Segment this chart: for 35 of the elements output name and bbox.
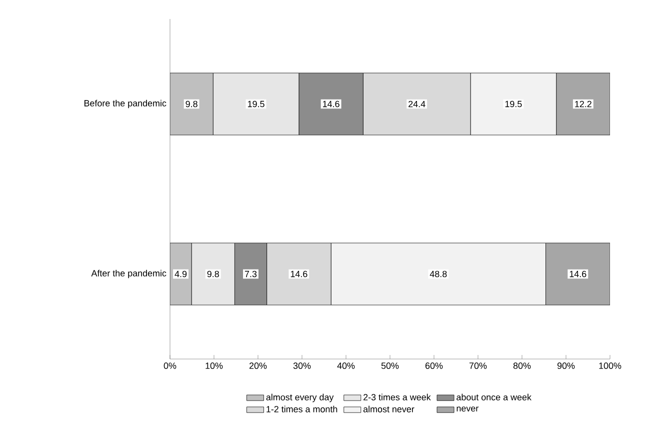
data-label: 19.5 xyxy=(505,100,522,108)
x-tick-label: 80% xyxy=(513,362,531,369)
legend-label: about once a week xyxy=(456,394,532,400)
x-tick-label: 20% xyxy=(249,362,267,369)
x-tick-label: 0% xyxy=(164,362,176,369)
legend-label: 1-2 times a month xyxy=(266,406,338,412)
x-tick-label: 50% xyxy=(381,362,399,369)
legend-label: never xyxy=(456,406,478,412)
bar xyxy=(170,242,192,306)
data-label: 14.6 xyxy=(323,100,340,108)
x-tick-label: 30% xyxy=(293,362,311,369)
data-label: 4.9 xyxy=(174,270,187,278)
legend-label: almost never xyxy=(363,406,414,412)
data-label: 19.5 xyxy=(248,100,264,108)
bar xyxy=(546,242,610,306)
data-label: 14.6 xyxy=(290,270,308,278)
x-tick-label: 90% xyxy=(557,362,575,369)
x-tick-label: 100% xyxy=(599,362,622,369)
data-label: 24.4 xyxy=(408,100,426,108)
x-tick-label: 60% xyxy=(425,362,443,369)
bar xyxy=(556,72,610,136)
bar xyxy=(170,72,214,136)
legend-label: 2-3 times a week xyxy=(364,394,431,400)
data-label: 7.3 xyxy=(244,270,257,278)
data-label: 9.8 xyxy=(186,100,198,108)
x-tick-label: 70% xyxy=(469,362,487,369)
data-label: 14.6 xyxy=(570,270,586,278)
data-label: 9.8 xyxy=(207,270,219,278)
legend-label: almost every day xyxy=(266,394,334,402)
data-label: 12.2 xyxy=(575,100,592,108)
y-tick-label: After the pandemic xyxy=(91,270,166,278)
y-tick-label: Before the pandemic xyxy=(84,100,166,108)
x-tick-label: 10% xyxy=(206,362,223,369)
x-tick-label: 40% xyxy=(337,362,355,369)
data-label: 48.8 xyxy=(430,270,447,278)
